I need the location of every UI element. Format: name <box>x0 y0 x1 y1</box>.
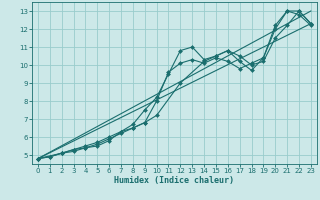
X-axis label: Humidex (Indice chaleur): Humidex (Indice chaleur) <box>115 176 234 185</box>
